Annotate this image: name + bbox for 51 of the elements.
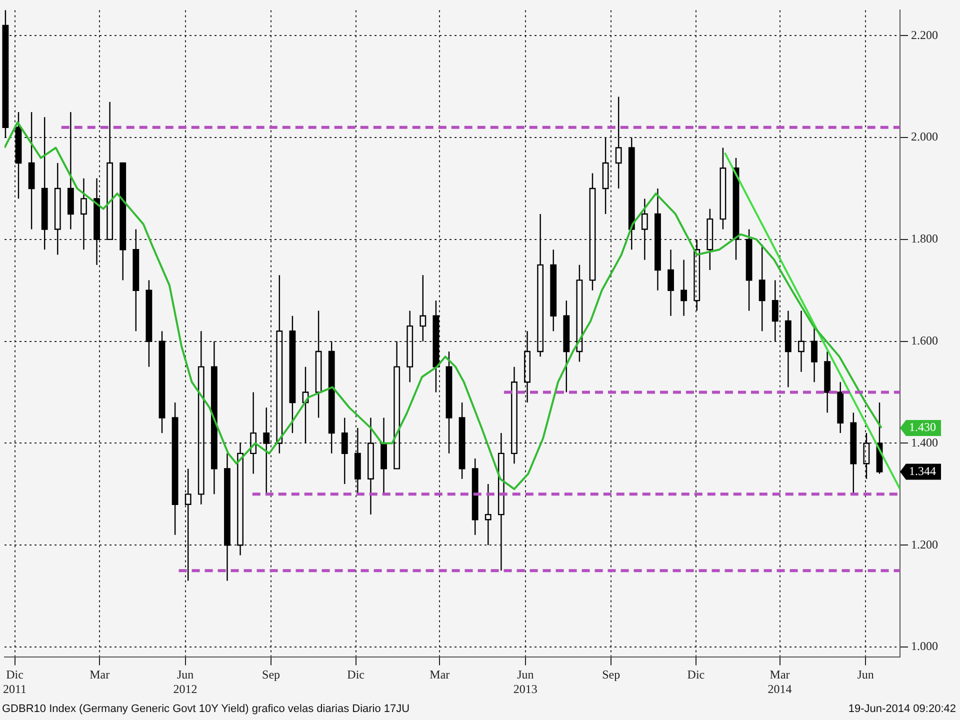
x-tick-label: Dic — [687, 668, 705, 682]
candlestick — [602, 136, 609, 215]
candlestick — [615, 96, 622, 190]
x-tick-label: Dic — [347, 668, 364, 682]
candlestick — [537, 213, 544, 358]
text: 19-Jun-2014 09:20:42 — [848, 703, 956, 715]
x-tick-label: Mar 2014 — [768, 668, 792, 696]
x-tick-label: Jun 2012 — [173, 668, 198, 696]
y-tick-label: 2.000 — [911, 130, 938, 144]
x-tick-label: Jun 2013 — [513, 668, 538, 696]
x-tick-label: Dic 2011 — [2, 668, 27, 696]
candlestick — [576, 264, 583, 362]
candlestick — [498, 432, 504, 572]
candlestick — [706, 208, 714, 271]
candlestick — [589, 172, 596, 291]
candlestick — [276, 274, 283, 454]
candlestick — [863, 432, 870, 480]
y-tick-label: 1.600 — [911, 334, 938, 348]
candlestick — [106, 101, 114, 240]
y-tick-label: 2.200 — [911, 28, 938, 42]
candlestick — [641, 198, 648, 260]
candlestick — [694, 238, 700, 312]
candlestick — [484, 483, 492, 546]
x-tick-label: Sep — [602, 668, 620, 682]
candlestick — [798, 310, 804, 373]
y-tick-label: 1.800 — [911, 232, 938, 246]
candlestick — [720, 147, 726, 230]
candlestick — [54, 162, 61, 256]
candlestick — [198, 330, 204, 505]
candlestick — [315, 310, 322, 418]
candlestick — [80, 178, 87, 250]
y-tick-label: 1.400 — [911, 435, 938, 450]
x-tick-label: Sep — [262, 668, 280, 682]
candlestick — [406, 310, 414, 383]
candlestick — [420, 274, 426, 342]
annotation: 1.430 — [909, 420, 936, 434]
candlestick — [302, 366, 309, 444]
x-tick-label: Mar — [90, 668, 110, 682]
candlestick — [250, 392, 257, 474]
y-tick-label: 1.000 — [911, 639, 938, 654]
candlestick — [511, 366, 518, 464]
x-tick-label: Mar — [430, 668, 450, 682]
candlestick — [368, 417, 374, 516]
candlestick — [184, 468, 192, 582]
text: GDBR10 Index (Germany Generic Govt 10Y Yield) grafico velas diarias Diario 17JU — [2, 703, 410, 715]
x-tick-label: Jun — [857, 668, 874, 682]
y-tick-label: 1.200 — [911, 537, 938, 552]
candlestick — [524, 330, 530, 404]
annotation: 1.344 — [909, 464, 936, 478]
candlestick — [394, 340, 400, 470]
candlestick — [237, 442, 244, 556]
